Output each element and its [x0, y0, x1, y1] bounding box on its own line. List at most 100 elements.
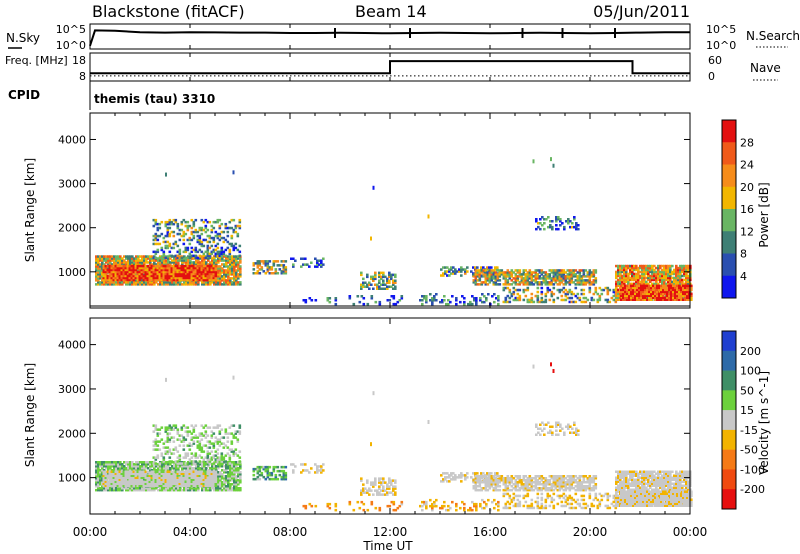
power-cell	[170, 268, 174, 272]
power-cell	[686, 286, 689, 290]
power-cell	[660, 296, 663, 299]
power-cell	[194, 266, 198, 270]
power-cell	[116, 264, 120, 268]
power-cell	[105, 255, 108, 258]
power-cell	[123, 255, 126, 258]
velocity-cell	[163, 469, 166, 472]
power-cell	[207, 269, 210, 272]
power-cell	[630, 296, 633, 299]
power-cell	[374, 283, 377, 286]
power-cell	[203, 259, 206, 262]
velocity-cell	[160, 472, 164, 475]
power-cell	[212, 238, 216, 242]
power-cell	[177, 283, 180, 286]
velocity-cell	[131, 469, 134, 472]
velocity-cell	[143, 463, 146, 466]
colorbar-tick-label: 20	[740, 181, 754, 194]
velocity-cell	[207, 487, 210, 490]
velocity-cell	[109, 467, 112, 470]
power-cell	[484, 273, 488, 276]
power-cell	[582, 288, 586, 292]
power-cell	[216, 242, 220, 246]
power-cell	[657, 282, 660, 286]
power-cell	[670, 296, 673, 299]
power-cell	[111, 281, 114, 284]
power-cell	[575, 224, 578, 227]
power-cell	[162, 254, 166, 258]
power-cell	[225, 257, 228, 260]
velocity-cell	[102, 470, 106, 473]
velocity-cell	[137, 461, 140, 464]
velocity-cell	[217, 481, 220, 484]
power-cell	[219, 281, 222, 284]
power-cell	[238, 250, 242, 254]
velocity-cell	[165, 465, 168, 468]
power-cell	[394, 285, 397, 288]
power-cell	[158, 222, 162, 226]
power-cell	[221, 271, 224, 274]
velocity-cell	[142, 472, 146, 475]
power-cell	[127, 263, 130, 266]
power-cell	[536, 277, 540, 280]
power-cell	[164, 266, 168, 270]
power-cell	[186, 274, 190, 278]
power-cell	[668, 296, 671, 299]
power-cell	[101, 261, 104, 264]
power-cell	[682, 294, 685, 297]
power-cell	[388, 273, 391, 277]
power-cell	[685, 266, 688, 270]
power-cell	[102, 274, 106, 278]
velocity-cell	[128, 474, 132, 477]
power-cell	[669, 276, 672, 280]
power-cell	[617, 266, 620, 270]
power-cell	[228, 248, 232, 252]
velocity-cell	[126, 474, 130, 477]
power-cell	[433, 299, 436, 302]
power-cell	[497, 299, 500, 302]
velocity-cell	[134, 474, 138, 477]
velocity-cell	[99, 488, 102, 492]
velocity-cell	[183, 461, 186, 464]
power-cell	[184, 232, 188, 236]
power-cell	[657, 276, 660, 280]
velocity-cell	[99, 487, 102, 490]
power-cell	[592, 273, 596, 276]
power-cell	[121, 257, 124, 260]
velocity-cell	[196, 484, 200, 487]
velocity-cell	[221, 469, 224, 472]
power-cell	[638, 294, 641, 297]
power-cell	[627, 274, 630, 278]
power-cell	[220, 230, 224, 234]
power-cell	[176, 264, 180, 268]
power-cell	[524, 281, 528, 284]
power-cell	[192, 266, 196, 270]
velocity-cell	[104, 476, 108, 479]
power-cell	[652, 286, 655, 290]
velocity-cell	[176, 470, 180, 473]
power-cell	[636, 286, 639, 290]
velocity-cell	[106, 476, 110, 479]
velocity-cell	[184, 474, 188, 477]
power-cell	[685, 274, 688, 278]
power-cell	[143, 273, 146, 276]
power-cell	[673, 280, 676, 284]
power-cell	[542, 271, 546, 274]
power-cell	[140, 274, 144, 278]
power-cell	[669, 280, 672, 284]
velocity-cell	[99, 481, 102, 484]
velocity-cell	[233, 465, 236, 468]
power-cell	[494, 283, 498, 286]
power-cell	[623, 270, 626, 274]
velocity-cell	[112, 470, 116, 473]
power-cell	[617, 274, 620, 278]
power-cell	[482, 275, 486, 278]
power-cell	[228, 226, 232, 230]
power-cell	[574, 269, 578, 272]
power-cell	[206, 252, 210, 256]
power-cell	[95, 271, 98, 274]
power-cell	[645, 280, 648, 284]
velocity-cell	[165, 487, 168, 490]
power-cell	[679, 282, 682, 286]
power-cell	[615, 276, 618, 280]
power-cell	[479, 299, 482, 302]
